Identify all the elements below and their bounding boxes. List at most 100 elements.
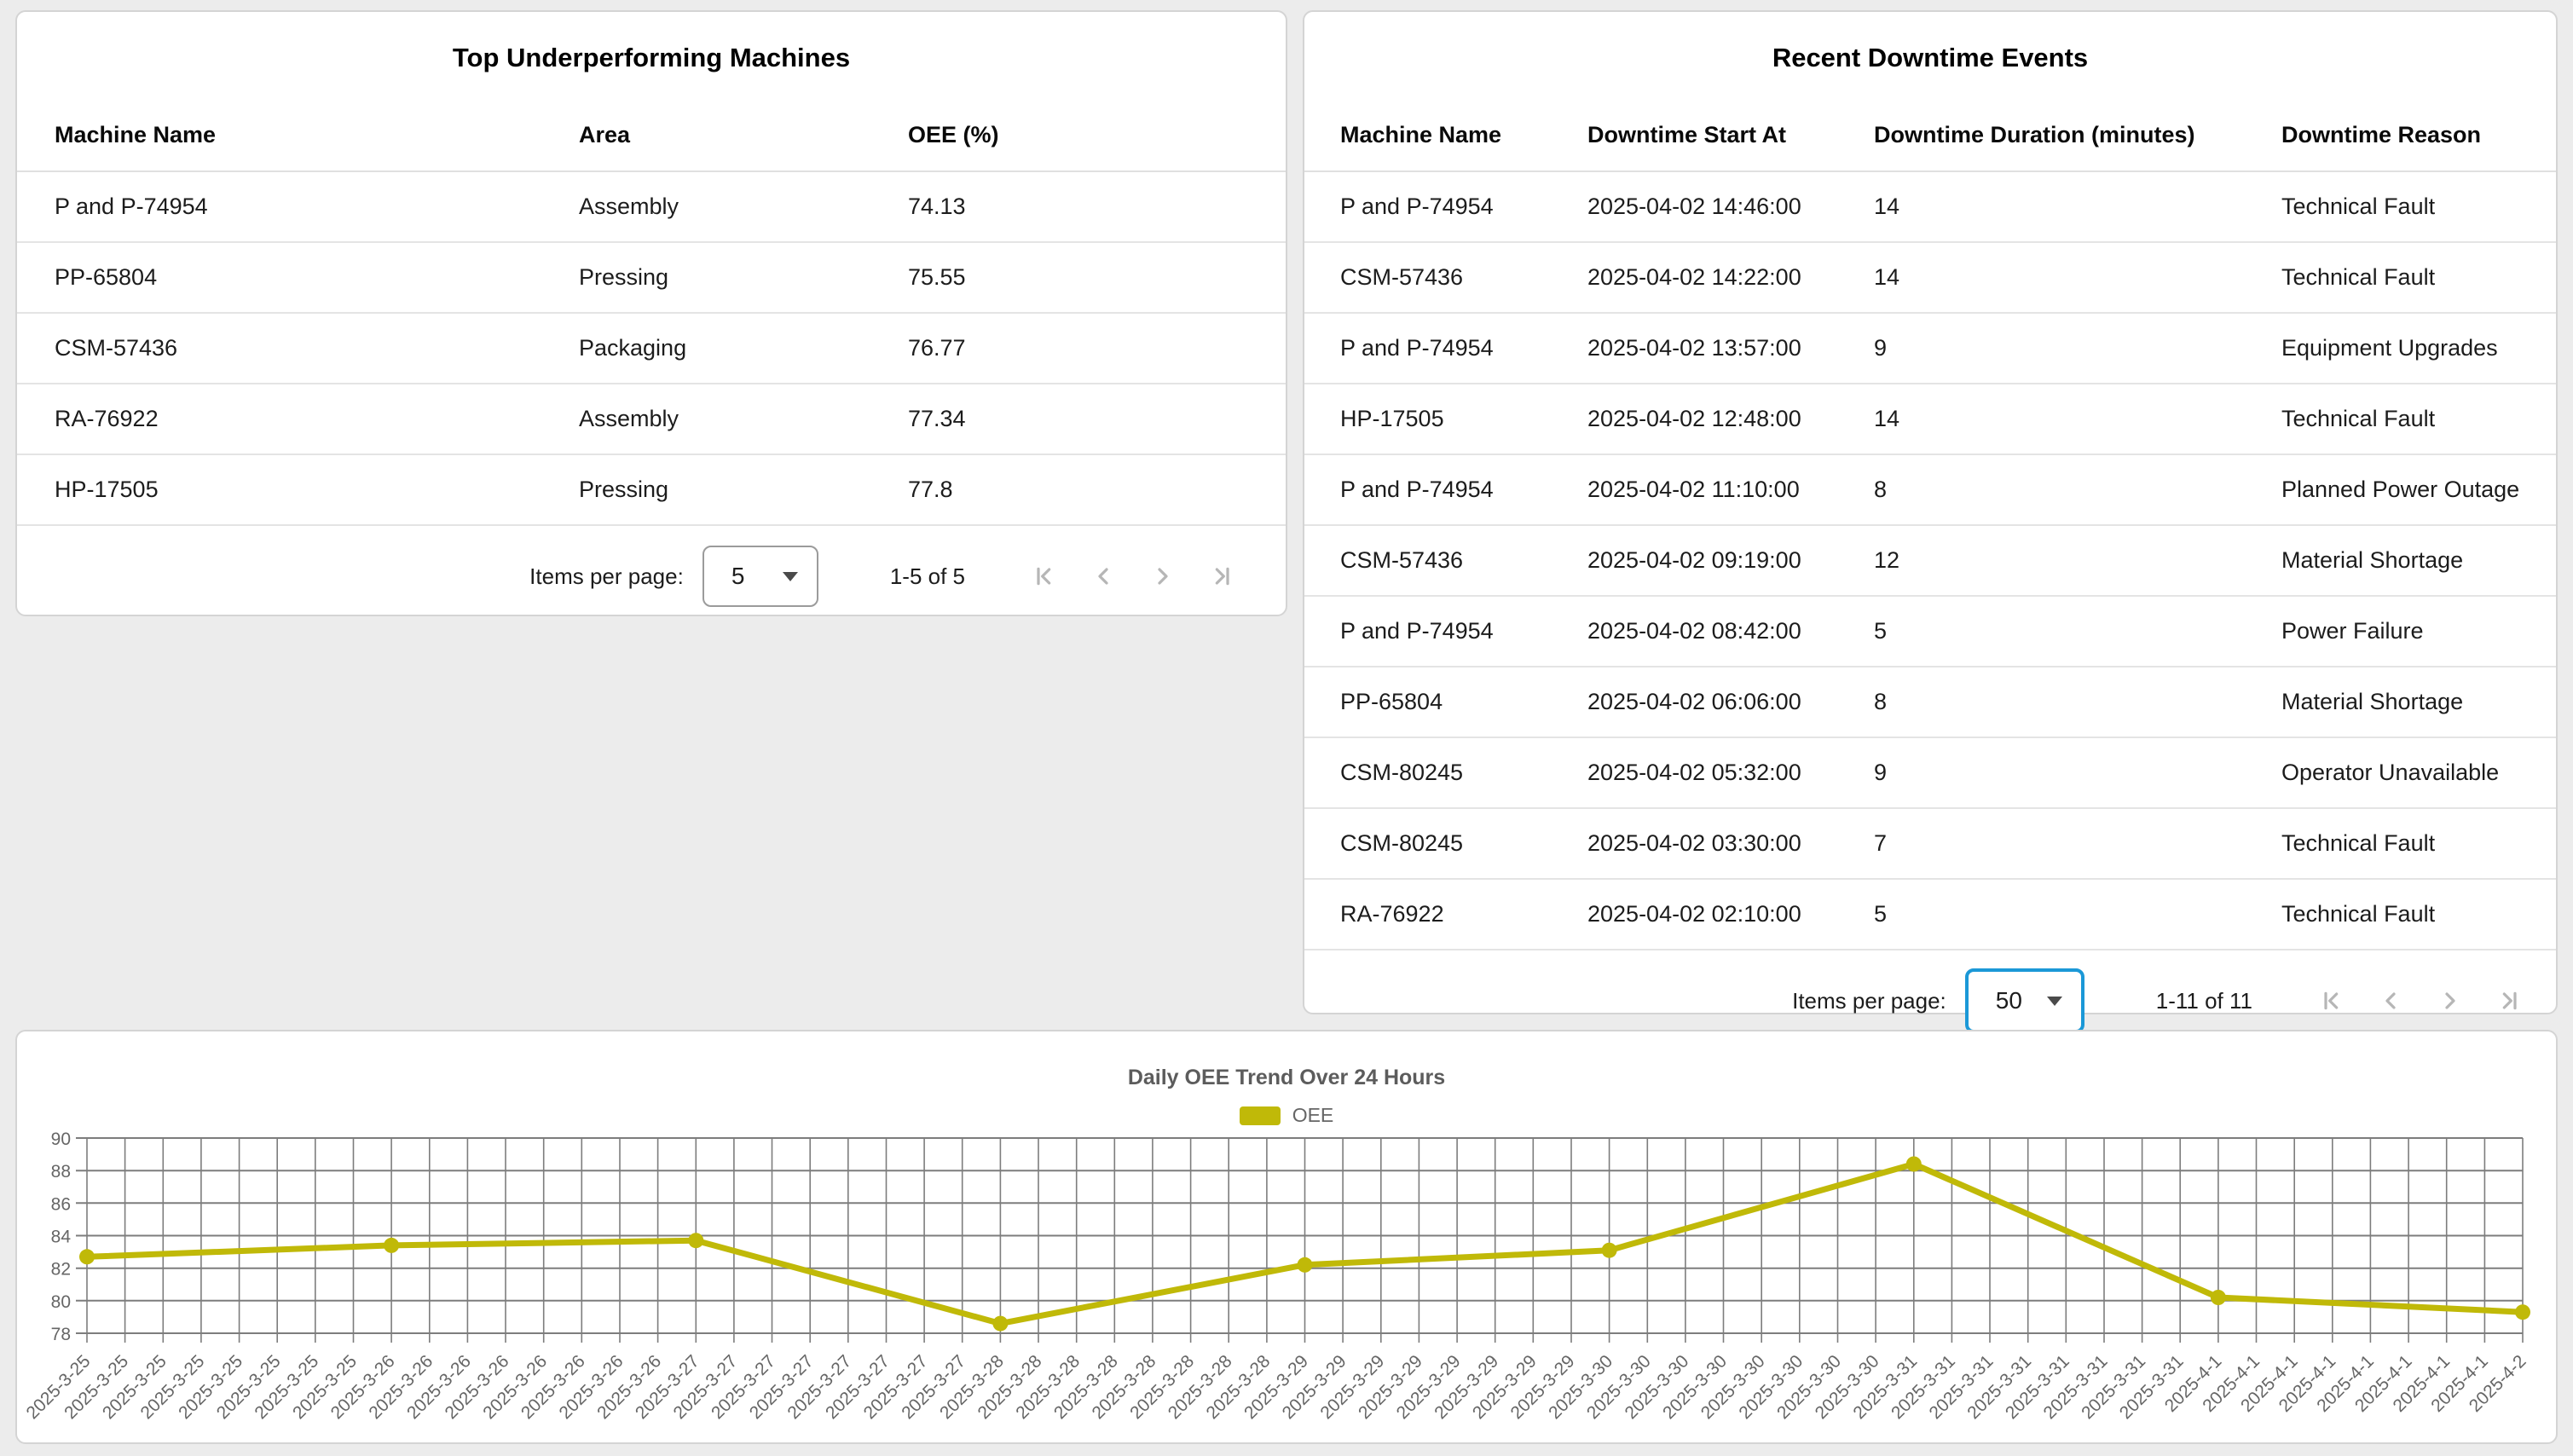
- cell-downtime-start: 2025-04-02 11:10:00: [1587, 454, 1874, 526]
- cell-oee: 77.8: [908, 454, 1286, 526]
- next-page-icon[interactable]: [1149, 563, 1177, 590]
- cell-machine-name: PP-65804: [1304, 667, 1587, 738]
- page-title: Recent Downtime Events: [1772, 43, 2089, 72]
- cell-downtime-start: 2025-04-02 09:19:00: [1587, 525, 1874, 597]
- cell-downtime-duration: 7: [1874, 808, 2281, 880]
- cell-downtime-reason: Technical Fault: [2281, 171, 2556, 243]
- items-per-page-select[interactable]: 5: [702, 546, 818, 607]
- table-row: RA-76922 2025-04-02 02:10:00 5 Technical…: [1304, 879, 2556, 950]
- pagination-buttons: [2317, 987, 2524, 1014]
- table-row: CSM-80245 2025-04-02 05:32:00 9 Operator…: [1304, 737, 2556, 809]
- svg-text:84: 84: [51, 1228, 72, 1247]
- cell-downtime-duration: 5: [1874, 879, 2281, 950]
- chart-legend: OEE: [17, 1104, 2556, 1127]
- cell-downtime-duration: 8: [1874, 454, 2281, 526]
- oee-trend-chart: 2025-3-252025-3-252025-3-252025-3-252025…: [23, 1130, 2530, 1423]
- cell-downtime-start: 2025-04-02 13:57:00: [1587, 313, 1874, 384]
- cell-area: Pressing: [579, 454, 908, 526]
- page-size-value: 5: [731, 563, 745, 589]
- cell-oee: 76.77: [908, 313, 1286, 384]
- oee-trend-chart-card: 2025-3-25 2025-3-25 2025-3-25 2025-3-25 2025…: [15, 1030, 2558, 1444]
- recent-downtime-events-card: Recent Downtime Events Machine Name Down…: [1303, 10, 2558, 1033]
- cell-downtime-start: 2025-04-02 05:32:00: [1587, 737, 1874, 809]
- table-row: P and P-74954 2025-04-02 14:46:00 14 Tec…: [1304, 171, 2556, 243]
- table-row: P and P-74954 2025-04-02 13:57:00 9 Equi…: [1304, 313, 2556, 384]
- items-per-page-select[interactable]: 50: [1964, 968, 2084, 1033]
- column-header-downtime-start: Downtime Start At: [1587, 99, 1874, 172]
- cell-machine-name: P and P-74954: [1304, 454, 1587, 526]
- cell-downtime-reason: Equipment Upgrades: [2281, 313, 2556, 384]
- cell-machine-name: CSM-57436: [1304, 242, 1587, 314]
- underperforming-machines-table: Machine Name Area OEE (%) P and P-74954 …: [17, 99, 1286, 526]
- cell-machine-name: P and P-74954: [17, 171, 579, 243]
- cell-downtime-reason: Technical Fault: [2281, 808, 2556, 880]
- svg-text:90: 90: [51, 1130, 71, 1149]
- cell-machine-name: HP-17505: [1304, 384, 1587, 455]
- chevron-down-icon: [2046, 996, 2062, 1006]
- table-row: CSM-57436 2025-04-02 14:22:00 14 Technic…: [1304, 242, 2556, 314]
- cell-downtime-duration: 14: [1874, 384, 2281, 455]
- table-row: CSM-57436 2025-04-02 09:19:00 12 Materia…: [1304, 525, 2556, 597]
- next-page-icon[interactable]: [2437, 987, 2464, 1014]
- cell-downtime-duration: 9: [1874, 313, 2281, 384]
- downtime-events-table: Machine Name Downtime Start At Downtime …: [1304, 99, 2556, 950]
- items-per-page-label: Items per page:: [1792, 987, 1946, 1014]
- cell-downtime-reason: Technical Fault: [2281, 242, 2556, 314]
- cell-downtime-reason: Technical Fault: [2281, 384, 2556, 455]
- left-paginator: Items per page: 5 1-5 of 5: [17, 526, 1286, 627]
- cell-downtime-duration: 14: [1874, 171, 2281, 243]
- cell-oee: 74.13: [908, 171, 1286, 243]
- cell-oee: 75.55: [908, 242, 1286, 314]
- page-title: Top Underperforming Machines: [452, 43, 851, 72]
- cell-downtime-start: 2025-04-02 12:48:00: [1587, 384, 1874, 455]
- last-page-icon[interactable]: [2496, 987, 2524, 1014]
- cell-downtime-start: 2025-04-02 06:06:00: [1587, 667, 1874, 738]
- cell-machine-name: CSM-57436: [17, 313, 579, 384]
- cell-area: Assembly: [579, 384, 908, 455]
- table-row: RA-76922 Assembly 77.34: [17, 384, 1286, 455]
- svg-text:82: 82: [51, 1260, 71, 1280]
- table-row: HP-17505 2025-04-02 12:48:00 14 Technica…: [1304, 384, 2556, 455]
- cell-machine-name: P and P-74954: [1304, 596, 1587, 667]
- cell-downtime-reason: Operator Unavailable: [2281, 737, 2556, 809]
- cell-downtime-reason: Material Shortage: [2281, 525, 2556, 597]
- chevron-down-icon: [782, 571, 798, 581]
- svg-text:88: 88: [51, 1162, 71, 1182]
- cell-downtime-duration: 12: [1874, 525, 2281, 597]
- top-underperforming-machines-card: Top Underperforming Machines Machine Nam…: [15, 10, 1287, 616]
- table-row: CSM-57436 Packaging 76.77: [17, 313, 1286, 384]
- first-page-icon[interactable]: [2317, 987, 2345, 1014]
- cell-machine-name: P and P-74954: [1304, 313, 1587, 384]
- cell-machine-name: P and P-74954: [1304, 171, 1587, 243]
- previous-page-icon[interactable]: [1090, 563, 1117, 590]
- cell-downtime-start: 2025-04-02 14:22:00: [1587, 242, 1874, 314]
- cell-downtime-start: 2025-04-02 02:10:00: [1587, 879, 1874, 950]
- table-row: PP-65804 Pressing 75.55: [17, 242, 1286, 314]
- first-page-icon[interactable]: [1030, 563, 1057, 590]
- svg-text:80: 80: [51, 1292, 71, 1312]
- legend-label-oee: OEE: [1292, 1104, 1334, 1126]
- right-paginator: Items per page: 50 1-11 of 11: [1304, 950, 2556, 1051]
- last-page-icon[interactable]: [1209, 563, 1236, 590]
- cell-downtime-duration: 14: [1874, 242, 2281, 314]
- svg-text:78: 78: [51, 1325, 71, 1344]
- cell-downtime-duration: 5: [1874, 596, 2281, 667]
- svg-text:86: 86: [51, 1194, 71, 1214]
- chart-title: Daily OEE Trend Over 24 Hours: [1127, 1066, 1446, 1089]
- column-header-oee: OEE (%): [908, 99, 1286, 172]
- table-row: PP-65804 2025-04-02 06:06:00 8 Material …: [1304, 667, 2556, 738]
- cell-downtime-duration: 9: [1874, 737, 2281, 809]
- cell-machine-name: RA-76922: [1304, 879, 1587, 950]
- table-row: P and P-74954 2025-04-02 11:10:00 8 Plan…: [1304, 454, 2556, 526]
- column-header-downtime-reason: Downtime Reason: [2281, 99, 2556, 172]
- cell-downtime-reason: Technical Fault: [2281, 879, 2556, 950]
- column-header-machine-name: Machine Name: [1304, 99, 1587, 172]
- cell-machine-name: HP-17505: [17, 454, 579, 526]
- column-header-area: Area: [579, 99, 908, 172]
- column-header-machine-name: Machine Name: [17, 99, 579, 172]
- table-header-row: Machine Name Downtime Start At Downtime …: [1304, 99, 2556, 172]
- previous-page-icon[interactable]: [2377, 987, 2404, 1014]
- cell-downtime-reason: Planned Power Outage: [2281, 454, 2556, 526]
- page-range-label: 1-5 of 5: [889, 563, 965, 589]
- cell-downtime-start: 2025-04-02 03:30:00: [1587, 808, 1874, 880]
